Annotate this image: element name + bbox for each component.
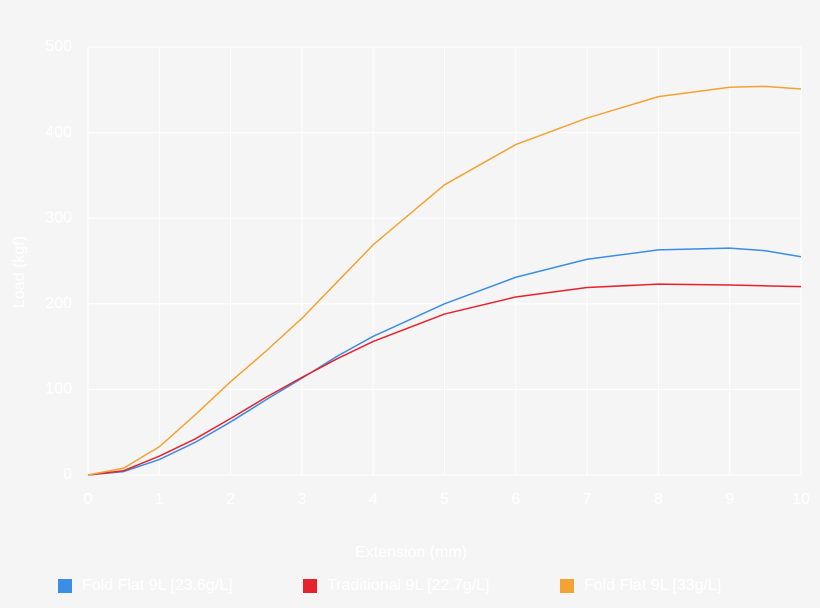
line-series	[87, 85, 802, 476]
x-tick-label: 8	[654, 491, 663, 508]
legend-label: Traditional 9L [22.7g/L]	[327, 577, 489, 594]
x-tick-label: 9	[725, 491, 734, 508]
legend-label: Fold Flat 9L [23.6g/L]	[82, 577, 233, 594]
x-tick-label: 1	[155, 491, 164, 508]
y-tick-label: 300	[45, 209, 72, 226]
x-tick-label: 3	[297, 491, 306, 508]
x-tick-label: 4	[369, 491, 378, 508]
y-tick-label: 400	[45, 124, 72, 141]
x-tick-label: 0	[84, 491, 93, 508]
x-axis-label: Extension (mm)	[355, 544, 467, 561]
line-series	[87, 247, 802, 476]
y-tick-label: 500	[45, 38, 72, 55]
legend-swatch	[303, 579, 317, 593]
y-tick-label: 100	[45, 381, 72, 398]
legend-label: Fold Flat 9L [33g/L]	[584, 577, 721, 594]
x-tick-label: 2	[226, 491, 235, 508]
y-tick-label: 200	[45, 295, 72, 312]
legend-swatch	[58, 579, 72, 593]
line-series	[87, 283, 802, 476]
y-tick-label: 0	[63, 466, 72, 483]
legend-swatch	[560, 579, 574, 593]
x-tick-label: 6	[511, 491, 520, 508]
x-tick-label: 7	[583, 491, 592, 508]
x-tick-label: 5	[440, 491, 449, 508]
x-tick-label: 10	[792, 491, 810, 508]
y-axis-label: Load (kgf)	[11, 236, 28, 308]
